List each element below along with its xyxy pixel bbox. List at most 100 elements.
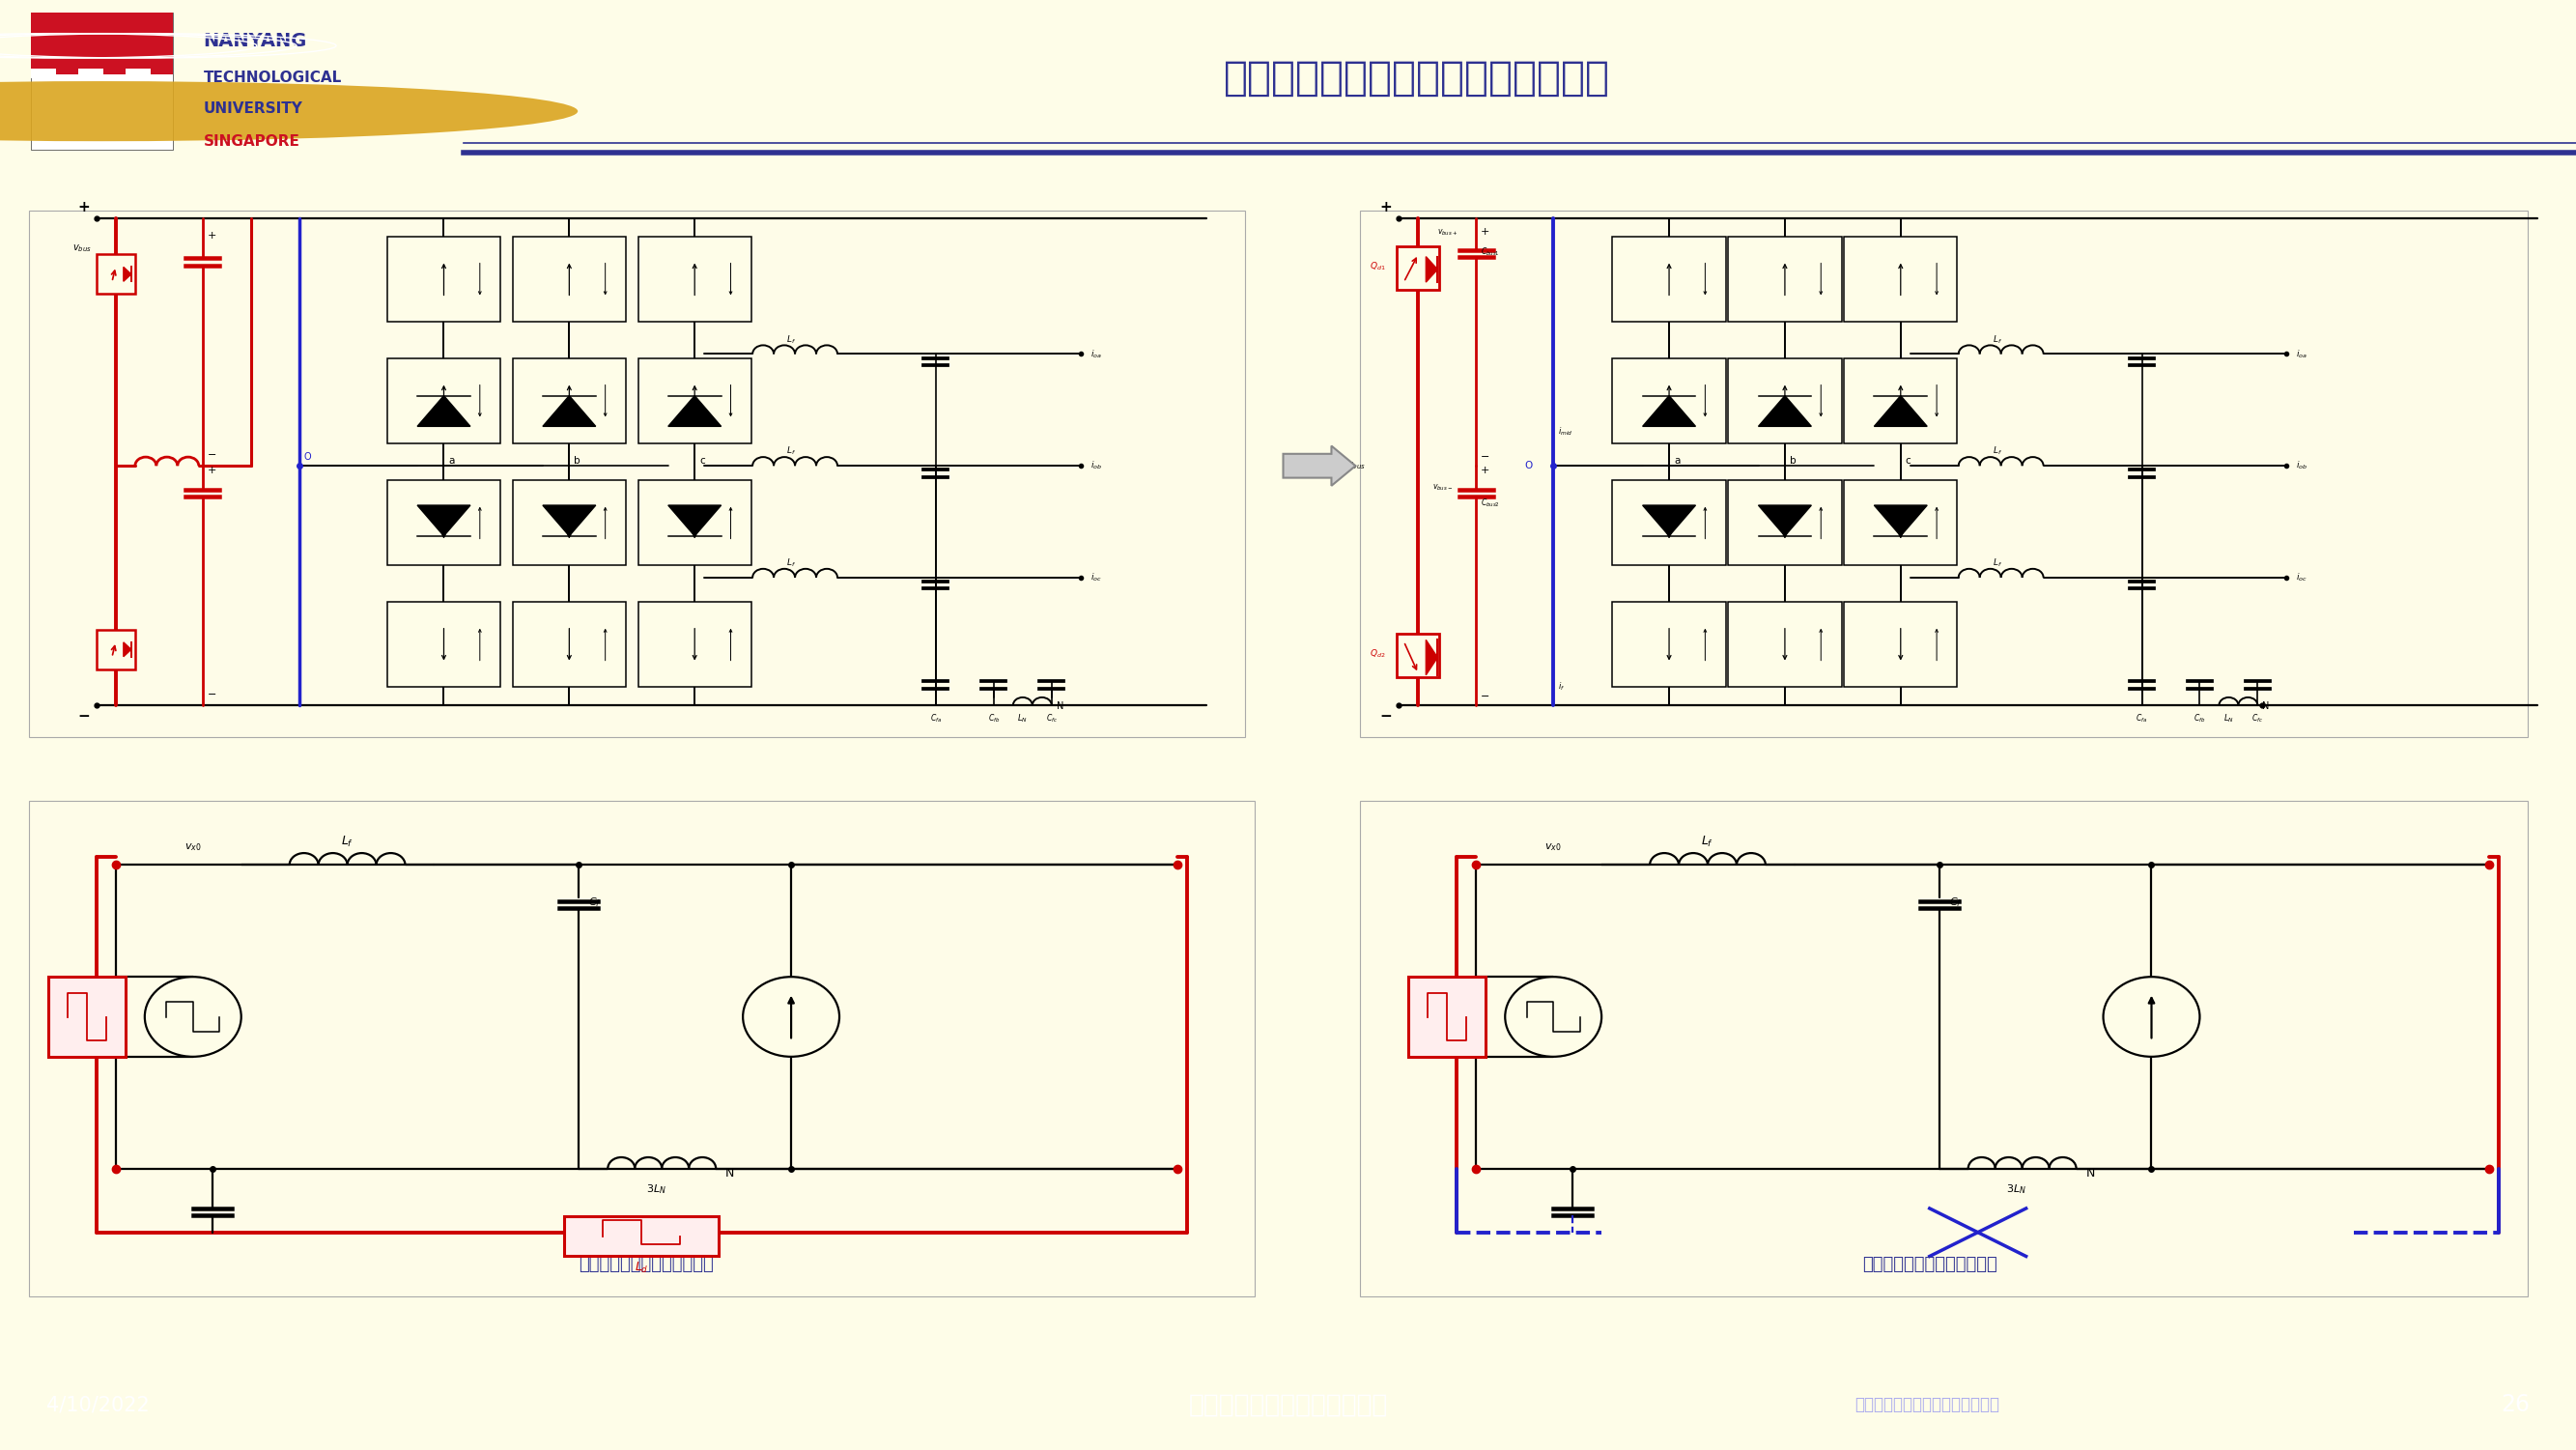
Text: $v_{x0}$: $v_{x0}$ — [185, 841, 201, 853]
Bar — [1396, 247, 1440, 290]
Bar — [28, 210, 1244, 737]
Text: $L_d$: $L_d$ — [634, 1260, 649, 1275]
Text: $C_{fc}$: $C_{fc}$ — [2251, 712, 2264, 725]
Text: $3L_N$: $3L_N$ — [647, 1183, 667, 1196]
Text: $C_{fa}$: $C_{fa}$ — [930, 712, 943, 725]
Text: $i_{oa}$: $i_{oa}$ — [1090, 348, 1103, 360]
Text: 中线电流回路的部分有源重构: 中线电流回路的部分有源重构 — [580, 1256, 714, 1273]
Polygon shape — [124, 267, 131, 281]
FancyArrow shape — [1283, 445, 1355, 486]
Text: $C_f$: $C_f$ — [1950, 895, 1963, 909]
Polygon shape — [1427, 257, 1437, 283]
Text: +: + — [209, 465, 216, 476]
Polygon shape — [417, 396, 471, 426]
Bar — [1396, 634, 1440, 677]
Text: $3L_N$: $3L_N$ — [2007, 1183, 2027, 1196]
Bar — [386, 480, 500, 566]
Text: b: b — [1790, 457, 1795, 465]
Bar — [1613, 358, 1726, 444]
Polygon shape — [544, 505, 595, 536]
Text: N: N — [1056, 702, 1064, 712]
Text: $i_{ob}$: $i_{ob}$ — [2295, 460, 2308, 471]
Text: 4/10/2022: 4/10/2022 — [46, 1395, 149, 1415]
Text: 中国电工技术学会新媒体平台发布: 中国电工技术学会新媒体平台发布 — [1855, 1396, 1999, 1414]
Circle shape — [1504, 977, 1602, 1057]
Bar — [31, 13, 173, 149]
Text: $L_N$: $L_N$ — [1018, 712, 1028, 725]
Bar — [639, 602, 752, 687]
Text: 中线电流回路的部分和完全有源重构: 中线电流回路的部分和完全有源重构 — [1224, 58, 1610, 99]
Text: +: + — [1481, 226, 1489, 236]
Text: b: b — [574, 457, 580, 465]
Bar — [513, 480, 626, 566]
Text: $v_{x0}$: $v_{x0}$ — [1546, 841, 1561, 853]
Bar — [639, 480, 752, 566]
Text: $C_{fc}$: $C_{fc}$ — [1046, 712, 1059, 725]
Text: $i_{oa}$: $i_{oa}$ — [2295, 348, 2308, 360]
Text: $L_f$: $L_f$ — [786, 334, 796, 345]
Bar — [95, 254, 134, 294]
Text: a: a — [448, 457, 456, 465]
Text: +: + — [77, 200, 90, 215]
Bar — [126, 70, 152, 78]
Text: 中线电流回路的完全有源重构: 中线电流回路的完全有源重构 — [1862, 1256, 1996, 1273]
Bar — [1844, 236, 1958, 322]
Bar — [28, 802, 1255, 1296]
Text: $C_{bus2}$: $C_{bus2}$ — [1481, 497, 1499, 509]
Bar — [386, 602, 500, 687]
Bar — [513, 358, 626, 444]
Text: NANYANG: NANYANG — [204, 32, 307, 49]
Polygon shape — [1427, 639, 1437, 676]
Bar — [513, 602, 626, 687]
Text: −: − — [77, 709, 90, 724]
Circle shape — [144, 977, 242, 1057]
Text: −: − — [209, 450, 216, 460]
Text: 中国电工技术学会青年云沙龙: 中国电工技术学会青年云沙龙 — [1188, 1392, 1388, 1418]
Bar — [1360, 210, 2527, 737]
Polygon shape — [1759, 396, 1811, 426]
Bar — [1613, 236, 1726, 322]
Text: 26: 26 — [2501, 1393, 2530, 1417]
Bar — [31, 13, 173, 74]
Bar — [49, 977, 126, 1057]
Text: $C_f$: $C_f$ — [587, 895, 603, 909]
Text: −: − — [209, 690, 216, 699]
Text: $v_{bus}$: $v_{bus}$ — [72, 242, 93, 254]
Text: $v_{bus}$: $v_{bus}$ — [1347, 460, 1365, 471]
Circle shape — [0, 81, 577, 141]
Text: $Q_{d1}$: $Q_{d1}$ — [1370, 260, 1386, 273]
Bar — [1844, 358, 1958, 444]
Text: $L_f$: $L_f$ — [1991, 334, 2002, 345]
Text: $i_{oc}$: $i_{oc}$ — [2295, 571, 2308, 584]
Text: $L_f$: $L_f$ — [786, 445, 796, 457]
Bar — [77, 70, 103, 78]
Circle shape — [742, 977, 840, 1057]
Text: $C_{fa}$: $C_{fa}$ — [2136, 712, 2148, 725]
Text: $i_{mid}$: $i_{mid}$ — [1558, 425, 1574, 438]
Bar — [1844, 602, 1958, 687]
Text: −: − — [1381, 709, 1391, 724]
Bar — [386, 236, 500, 322]
Text: $C_{bus1}$: $C_{bus1}$ — [1481, 245, 1499, 258]
Bar — [1728, 358, 1842, 444]
Text: $v_{bus-}$: $v_{bus-}$ — [1432, 483, 1453, 493]
Polygon shape — [544, 396, 595, 426]
Text: c: c — [701, 457, 706, 465]
Bar — [1613, 480, 1726, 566]
Text: N: N — [2262, 702, 2269, 712]
Bar — [386, 358, 500, 444]
Bar — [1409, 977, 1486, 1057]
Polygon shape — [1643, 396, 1695, 426]
Polygon shape — [1643, 505, 1695, 536]
Text: $i_{ob}$: $i_{ob}$ — [1090, 460, 1103, 471]
Circle shape — [2102, 977, 2200, 1057]
Text: TECHNOLOGICAL: TECHNOLOGICAL — [204, 71, 343, 86]
Bar — [564, 1217, 719, 1256]
Text: $Q_{d2}$: $Q_{d2}$ — [1370, 647, 1386, 660]
Text: c: c — [1906, 457, 1911, 465]
Text: $L_f$: $L_f$ — [1700, 834, 1713, 850]
Text: UNIVERSITY: UNIVERSITY — [204, 102, 304, 116]
Polygon shape — [1759, 505, 1811, 536]
Text: $L_f$: $L_f$ — [1991, 445, 2002, 457]
Text: $i_{oc}$: $i_{oc}$ — [1090, 571, 1103, 584]
